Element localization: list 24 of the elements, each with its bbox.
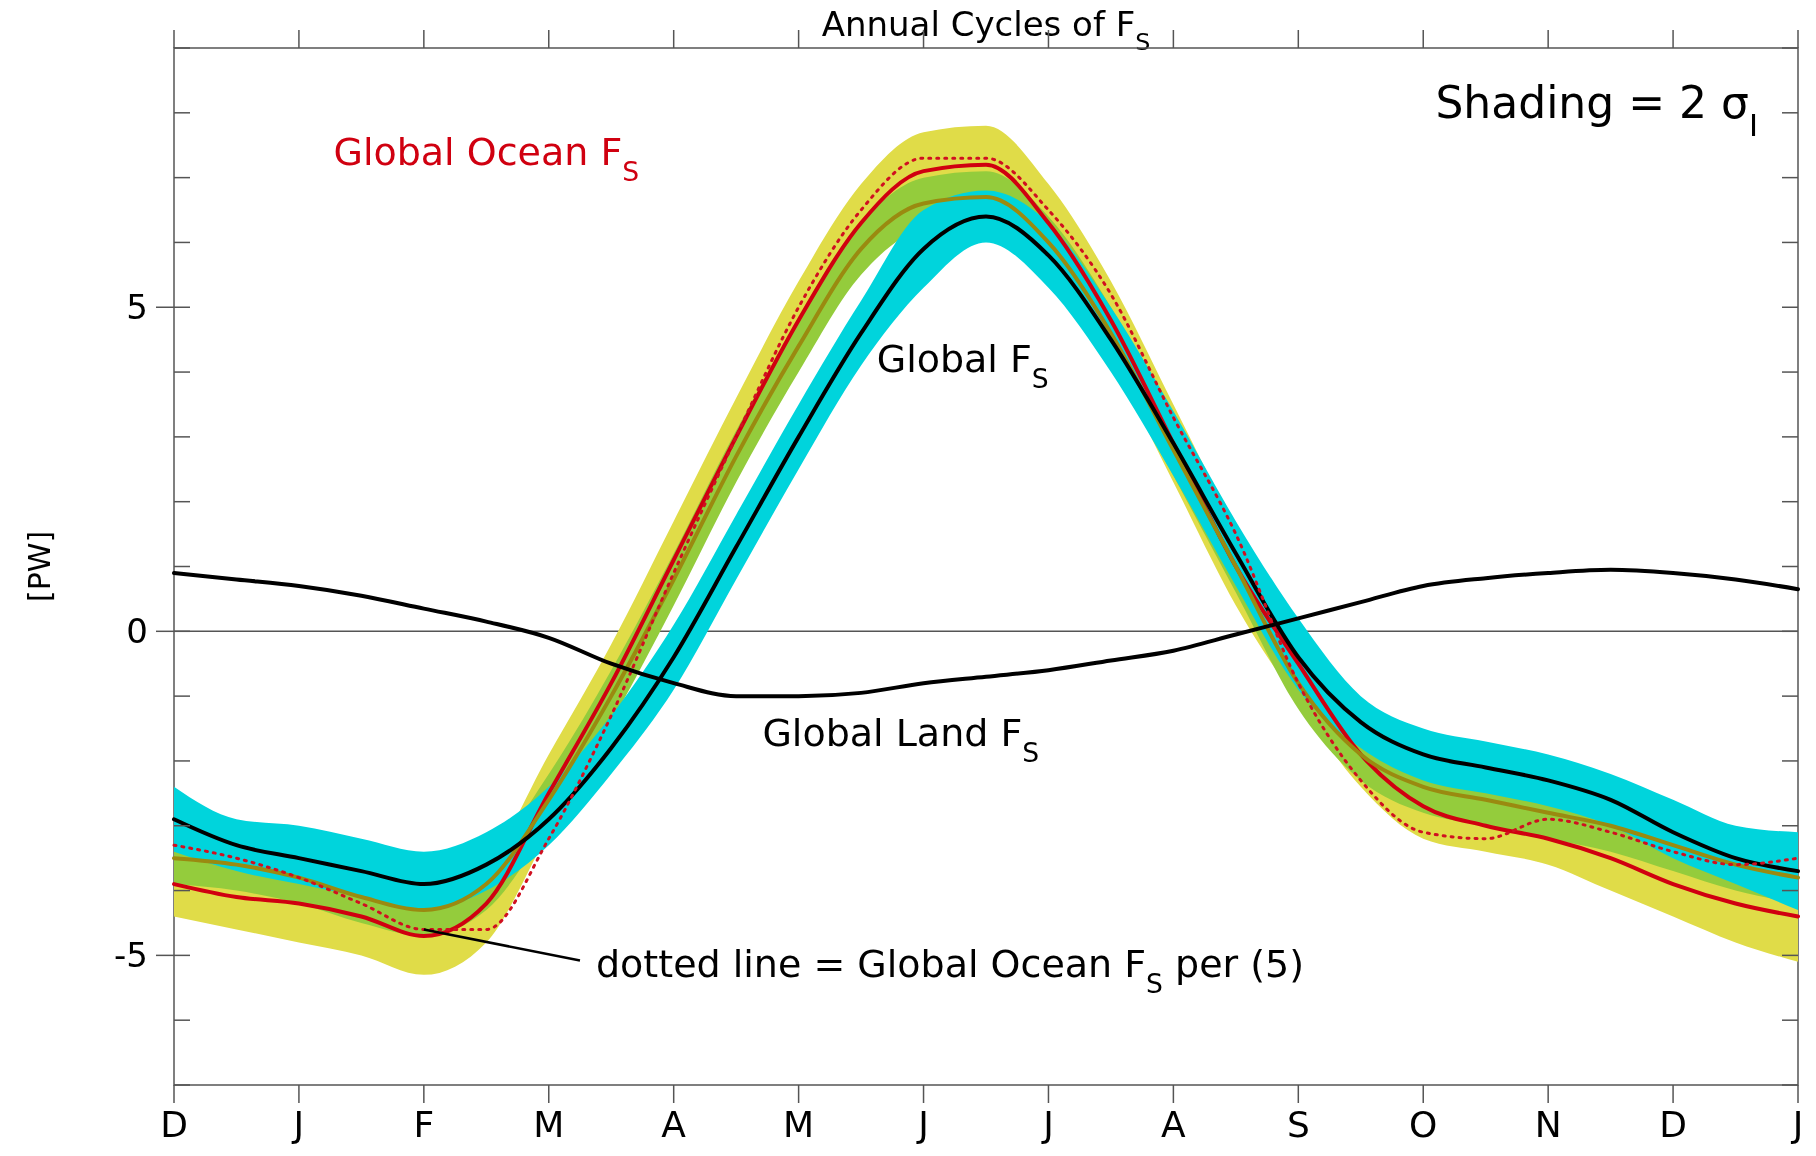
series-label: Global F$_{S}$ (876, 337, 1049, 394)
x-tick-label: A (661, 1104, 687, 1145)
x-tick-label: J (291, 1104, 305, 1145)
series-label: Global Land F$_{S}$ (762, 711, 1040, 768)
x-tick-label: N (1534, 1104, 1562, 1145)
x-tick-label: F (413, 1104, 435, 1145)
x-tick-label: J (1041, 1104, 1054, 1145)
annotation: dotted line = Global Ocean F$_{S}$ per (5) (596, 941, 1305, 999)
y-tick-label: 5 (126, 287, 148, 328)
chart-title: Annual Cycles of F$_{S}$ (821, 4, 1151, 56)
y-tick-label: 0 (126, 611, 148, 652)
annotation: Shading = 2 σ$_{I}$ (1435, 77, 1758, 143)
y-tick-label: -5 (114, 935, 148, 976)
x-tick-label: M (533, 1104, 565, 1145)
x-tick-label: J (1790, 1104, 1804, 1145)
x-tick-label: J (916, 1104, 929, 1145)
y-axis-title: [PW] (22, 530, 57, 603)
x-tick-label: D (160, 1104, 188, 1145)
x-tick-label: S (1286, 1104, 1310, 1145)
x-tick-label: D (1659, 1104, 1687, 1145)
x-tick-label: M (783, 1104, 815, 1145)
x-tick-label: A (1161, 1104, 1187, 1145)
text: Global Ocean F$_{S}$ (333, 129, 640, 187)
x-tick-label: O (1409, 1104, 1438, 1145)
